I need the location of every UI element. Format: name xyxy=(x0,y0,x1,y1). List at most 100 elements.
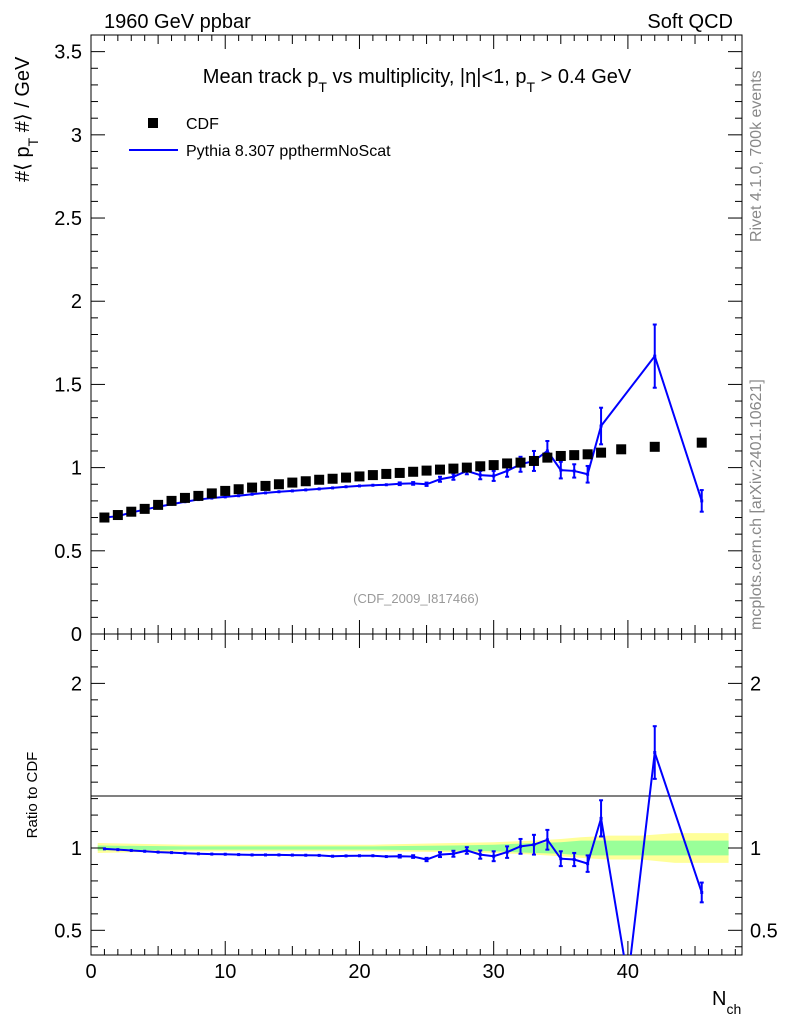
ratio-uncertainty-bands xyxy=(97,833,729,863)
cdf-data-point xyxy=(126,506,137,517)
mc-series-line xyxy=(104,354,703,519)
x-tick-label: 40 xyxy=(617,961,639,983)
ratio-point xyxy=(183,851,187,855)
mc-point xyxy=(478,473,482,477)
mcplots-label: mcplots.cern.ch [arXiv:2401.10621] xyxy=(748,379,765,630)
ratio-y-axis-label: Ratio to CDF xyxy=(24,752,41,839)
ratio-point xyxy=(545,838,549,842)
energy-label: 1960 GeV ppbar xyxy=(104,11,251,33)
cdf-data-point xyxy=(112,510,123,521)
mc-point xyxy=(425,482,429,486)
ratio-point xyxy=(170,851,174,855)
x-tick-label: 30 xyxy=(483,961,505,983)
ratio-y-tick-labels: 0.5 0.5 1 1 2 2 xyxy=(54,673,778,942)
ratio-point xyxy=(586,862,590,866)
ratio-point xyxy=(102,847,106,851)
main-axis-ticks xyxy=(90,34,742,635)
main-cdf-markers xyxy=(99,437,707,523)
ratio-x-tick-labels: 0 10 20 30 40 xyxy=(85,961,639,983)
cdf-data-point xyxy=(273,479,284,490)
x-tick-label: 0 xyxy=(85,961,96,983)
ratio-point xyxy=(156,850,160,854)
ratio-y-tick-label-left: 0.5 xyxy=(54,920,82,942)
cdf-data-point xyxy=(475,461,486,472)
mc-point xyxy=(545,449,549,453)
mc-point xyxy=(384,483,388,487)
chart-title: Mean track pT vs multiplicity, |η|<1, pT… xyxy=(203,66,632,95)
ratio-point xyxy=(505,850,509,854)
cdf-data-point xyxy=(193,490,204,501)
cdf-data-point xyxy=(327,473,338,484)
ratio-point xyxy=(451,852,455,856)
main-y-tick-label: 3 xyxy=(71,125,82,147)
main-mc-series xyxy=(102,323,704,520)
ratio-point xyxy=(250,853,254,857)
ratio-point xyxy=(357,854,361,858)
mc-point xyxy=(344,485,348,489)
cdf-data-point xyxy=(649,441,660,452)
title-part-c: > 0.4 GeV xyxy=(535,66,632,88)
cdf-data-point xyxy=(99,512,110,523)
ratio-plot-frame xyxy=(90,633,743,956)
ratio-panel: 0.5 0.5 1 1 2 2 0 10 20 30 40 Ratio to CDF Nch xyxy=(24,633,778,1017)
xlabel-sub: ch xyxy=(726,1001,741,1017)
ratio-point xyxy=(304,853,308,857)
cdf-data-point xyxy=(515,457,526,468)
cdf-data-point xyxy=(206,488,217,499)
xlabel-part-a: N xyxy=(712,988,726,1010)
ratio-point xyxy=(196,852,200,856)
cdf-data-point xyxy=(220,485,231,496)
mc-point xyxy=(331,486,335,490)
ratio-point xyxy=(425,858,429,862)
cdf-data-point xyxy=(381,468,392,479)
ratio-y-tick-label-right: 1 xyxy=(750,838,761,860)
cdf-data-point xyxy=(542,452,553,463)
ratio-point xyxy=(331,854,335,858)
mc-point xyxy=(411,481,415,485)
mc-point xyxy=(505,469,509,473)
title-part-b: vs multiplicity, |η|<1, p xyxy=(327,66,527,88)
title-sub-a: T xyxy=(318,79,327,95)
ratio-point xyxy=(478,853,482,857)
cdf-data-point xyxy=(287,477,298,488)
cdf-data-point xyxy=(582,449,593,460)
rivet-version-label: Rivet 4.1.0, 700k events xyxy=(748,70,765,242)
ratio-point xyxy=(411,855,415,859)
cdf-data-point xyxy=(461,462,472,473)
cdf-data-point xyxy=(421,465,432,476)
cdf-data-point xyxy=(408,466,419,477)
cdf-data-point xyxy=(394,467,405,478)
main-y-tick-labels: 0 0.5 1 1.5 2 2.5 3 3.5 xyxy=(54,42,82,646)
mc-point xyxy=(438,477,442,481)
ratio-point xyxy=(559,857,563,861)
ylabel-part-a: #⟨ p xyxy=(12,146,34,182)
ratio-point xyxy=(210,852,214,856)
main-y-tick-label: 3.5 xyxy=(54,42,82,64)
cdf-data-point xyxy=(341,472,352,483)
cdf-data-point xyxy=(555,450,566,461)
mc-point xyxy=(304,488,308,492)
main-y-tick-label: 1 xyxy=(71,458,82,480)
legend-cdf-label: CDF xyxy=(186,116,219,133)
ratio-point xyxy=(599,816,603,820)
mc-point xyxy=(586,472,590,476)
cdf-data-point xyxy=(153,499,164,510)
ratio-point xyxy=(344,854,348,858)
ratio-point xyxy=(277,853,281,857)
cdf-data-point xyxy=(300,476,311,487)
main-panel: 00.511.522.533.5 Mean track pT vs multip… xyxy=(12,34,743,646)
main-y-tick-label: 0.5 xyxy=(54,541,82,563)
ratio-point xyxy=(519,844,523,848)
cdf-data-point xyxy=(179,492,190,503)
title-part-a: Mean track p xyxy=(203,66,319,88)
main-y-tick-label: 2.5 xyxy=(54,208,82,230)
mc-point xyxy=(653,354,657,358)
main-y-tick-label: 1.5 xyxy=(54,374,82,396)
process-label: Soft QCD xyxy=(647,11,733,33)
cdf-data-point xyxy=(569,450,580,461)
cdf-data-point xyxy=(314,474,325,485)
mc-point xyxy=(492,474,496,478)
cdf-data-point xyxy=(367,470,378,481)
ratio-point xyxy=(317,853,321,857)
